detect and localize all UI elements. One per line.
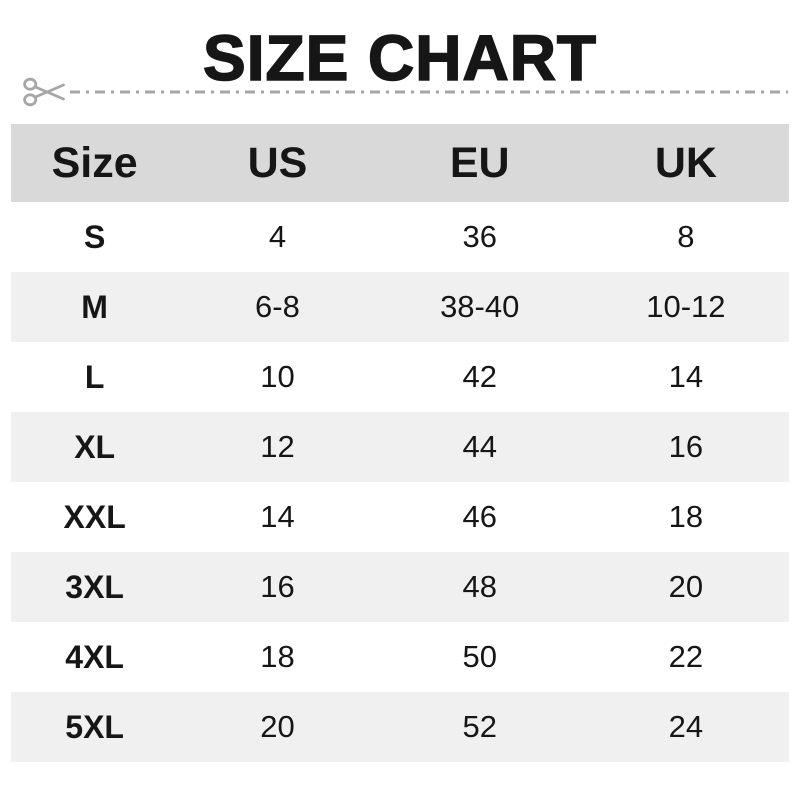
cell-eu: 36	[462, 219, 497, 254]
page-title: SIZE CHART	[202, 22, 597, 94]
cell-eu: 48	[462, 569, 497, 604]
table-row: XL 12 44 16	[11, 412, 789, 482]
table-row: 4XL 18 50 22	[11, 622, 789, 692]
cell-size: XL	[74, 428, 116, 465]
cell-uk: 24	[668, 709, 704, 744]
table-row: M 6-8 38-40 10-12	[11, 272, 789, 342]
cell-us: 18	[260, 639, 295, 674]
cell-uk: 20	[668, 569, 704, 604]
cell-size: XXL	[63, 498, 126, 535]
table-row: 5XL 20 52 24	[11, 692, 789, 762]
cell-eu: 50	[462, 639, 497, 674]
cell-eu: 46	[462, 499, 497, 534]
table-row: L 10 42 14	[11, 342, 789, 412]
header-eu: EU	[449, 138, 510, 187]
cell-us: 16	[260, 569, 295, 604]
table-header-row: Size US EU UK	[11, 124, 789, 202]
header-uk: UK	[654, 138, 717, 187]
cell-size: M	[81, 288, 108, 325]
cell-us: 20	[260, 709, 295, 744]
cell-uk: 22	[668, 639, 704, 674]
cell-uk: 8	[677, 219, 695, 254]
cell-size: S	[83, 218, 106, 255]
cell-us: 12	[260, 429, 295, 464]
cell-us: 14	[260, 499, 295, 534]
scissors-icon	[23, 77, 65, 107]
table-row: XXL 14 46 18	[11, 482, 789, 552]
cell-size: 5XL	[65, 708, 124, 745]
table-row: 3XL 16 48 20	[11, 552, 789, 622]
cell-us: 4	[268, 219, 287, 254]
cell-uk: 14	[668, 359, 704, 394]
cell-us: 6-8	[255, 289, 300, 324]
cut-line	[12, 74, 788, 110]
size-table: Size US EU UK S 4 36 8 M 6-8 38-40 10-12…	[11, 124, 789, 762]
cell-uk: 18	[668, 499, 704, 534]
cell-size: 3XL	[65, 568, 124, 605]
header-us: US	[247, 138, 308, 187]
cell-uk: 10-12	[646, 289, 726, 324]
cell-eu: 52	[462, 709, 497, 744]
cell-size: 4XL	[65, 638, 124, 675]
cell-eu: 38-40	[440, 289, 520, 324]
header-size: Size	[51, 138, 138, 187]
dashed-cut-line	[70, 90, 788, 94]
cell-us: 10	[260, 359, 295, 394]
cell-uk: 16	[668, 429, 704, 464]
cell-eu: 42	[462, 359, 497, 394]
cell-eu: 44	[462, 429, 497, 464]
cell-size: L	[84, 358, 105, 395]
table-row: S 4 36 8	[11, 202, 789, 272]
